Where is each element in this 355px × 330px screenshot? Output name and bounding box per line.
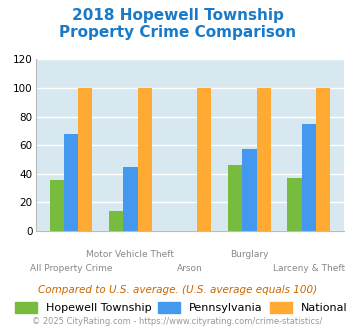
- Bar: [138, 88, 152, 231]
- Bar: [123, 167, 138, 231]
- Legend: Hopewell Township, Pennsylvania, National: Hopewell Township, Pennsylvania, Nationa…: [15, 302, 347, 313]
- Text: All Property Crime: All Property Crime: [30, 264, 112, 273]
- Text: Arson: Arson: [177, 264, 203, 273]
- Bar: [316, 88, 330, 231]
- Bar: [197, 88, 211, 231]
- Text: Larceny & Theft: Larceny & Theft: [273, 264, 345, 273]
- Bar: [228, 165, 242, 231]
- Text: Property Crime Comparison: Property Crime Comparison: [59, 25, 296, 40]
- Bar: [109, 211, 123, 231]
- Bar: [288, 178, 302, 231]
- Bar: [78, 88, 92, 231]
- Text: Compared to U.S. average. (U.S. average equals 100): Compared to U.S. average. (U.S. average …: [38, 285, 317, 295]
- Text: 2018 Hopewell Township: 2018 Hopewell Township: [72, 8, 283, 23]
- Bar: [242, 149, 257, 231]
- Bar: [50, 180, 64, 231]
- Bar: [302, 124, 316, 231]
- Text: © 2025 CityRating.com - https://www.cityrating.com/crime-statistics/: © 2025 CityRating.com - https://www.city…: [32, 317, 323, 326]
- Bar: [64, 134, 78, 231]
- Bar: [257, 88, 271, 231]
- Text: Burglary: Burglary: [230, 250, 269, 259]
- Text: Motor Vehicle Theft: Motor Vehicle Theft: [86, 250, 174, 259]
